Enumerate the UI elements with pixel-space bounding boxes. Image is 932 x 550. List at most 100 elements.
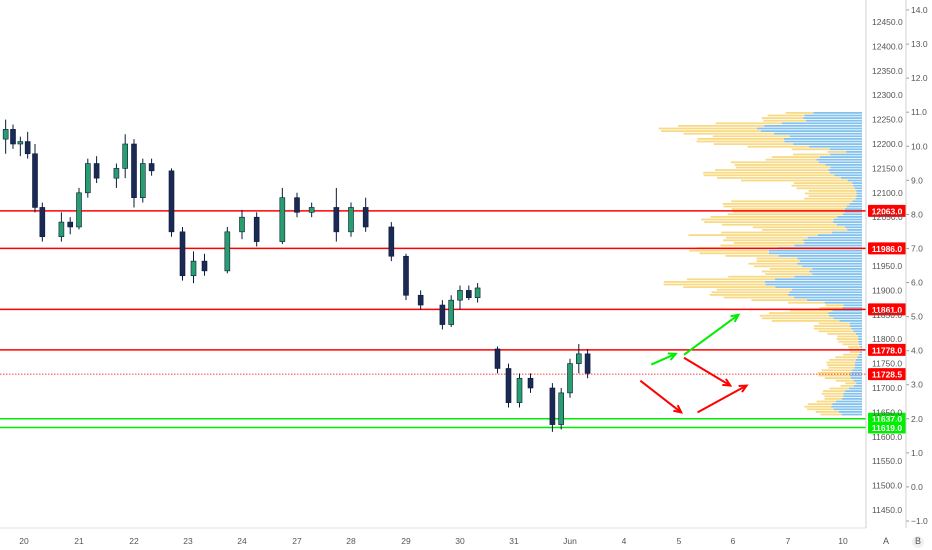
candle-body (575, 353, 582, 364)
projection-arrow-head (673, 404, 684, 414)
volume-bar-sell (663, 283, 766, 286)
volume-bar-buy (856, 195, 862, 197)
volume-bar-sell (807, 403, 833, 405)
projection-arrows (639, 313, 749, 414)
volume-bar-sell (761, 270, 810, 273)
candle-body (148, 163, 155, 172)
volume-bar-buy (858, 340, 862, 343)
projection-arrow-head (730, 313, 741, 323)
candle-body (76, 192, 82, 228)
candle-body (190, 260, 197, 277)
volume-bar-sell (716, 177, 841, 179)
candle-body (403, 255, 409, 296)
volume-bar-buy (781, 122, 862, 125)
volume-bar-buy (834, 174, 862, 177)
projection-arrow (650, 352, 677, 366)
price-tick-label: 11800.0 (872, 334, 902, 344)
volume-bar-sell (821, 392, 844, 395)
volume-bar-sell (823, 390, 846, 392)
price-tick-label: 12150.0 (872, 163, 903, 173)
volume-bar-sell (791, 184, 854, 187)
volume-bar-buy (838, 411, 862, 413)
volume-bar-buy (845, 390, 862, 392)
volume-bar-sell (835, 356, 858, 359)
x-tick-label: 10 (838, 536, 848, 546)
current-price-label: 11728.5 (872, 370, 903, 380)
volume-bar-sell (751, 299, 808, 301)
volume-bar-sell (716, 288, 792, 291)
scale-tick-label: 4.0 (911, 346, 923, 356)
volume-bar-buy (774, 278, 862, 281)
volume-bar-buy (791, 288, 862, 291)
volume-bar-buy (836, 223, 862, 226)
scale-tick-label: −1.0 (911, 516, 928, 526)
volume-bar-buy (841, 413, 862, 416)
volume-bar-buy (829, 171, 862, 174)
candle-body (2, 129, 9, 140)
volume-bar-buy (816, 158, 862, 161)
volume-bar-sell (688, 234, 818, 236)
volume-bar-buy (854, 364, 862, 366)
volume-bar-buy (856, 359, 862, 361)
candle-body (348, 207, 354, 233)
scale-tick-label: 5.0 (911, 312, 923, 322)
volume-bar-sell (697, 138, 784, 140)
volume-bar-buy (843, 304, 862, 307)
volume-bar-sell (769, 268, 813, 270)
volume-bar-buy (849, 203, 862, 205)
volume-bar-sell (723, 239, 804, 242)
volume-bar-sell (824, 398, 842, 400)
volume-bar-buy (841, 398, 862, 400)
volume-bar-buy (812, 273, 862, 275)
x-tick-label: 21 (74, 536, 84, 546)
volume-bar-sell (813, 325, 850, 327)
horizontal-levels: 12063.0 11986.0 11861.0 11778.0 11637.011619… (0, 204, 906, 434)
volume-bar-sell (848, 346, 861, 348)
volume-bar-sell (701, 218, 834, 221)
volume-bar-buy (832, 403, 862, 405)
volume-bar-buy (842, 307, 862, 309)
volume-bar-buy (844, 210, 862, 213)
level-price-label: 11637.0 (872, 414, 903, 424)
volume-bar-buy (825, 164, 862, 166)
volume-bar-buy (812, 268, 862, 270)
level-price-tag (868, 303, 906, 316)
candle-body (505, 368, 512, 403)
volume-bar-buy (828, 312, 862, 314)
volume-bar-sell (664, 281, 765, 283)
volume-bar-buy (858, 338, 862, 340)
volume-bar-buy (797, 262, 862, 265)
projection-arrow-head (667, 352, 678, 361)
candle-body (32, 153, 38, 208)
volume-bar-sell (789, 309, 833, 312)
volume-bar-sell (722, 203, 850, 205)
scale-tick-label: 8.0 (911, 209, 923, 219)
volume-bar-buy (853, 330, 862, 333)
volume-bar-buy (850, 377, 862, 379)
volume-bar-sell (843, 353, 859, 356)
auto-scale-button[interactable]: A (882, 536, 889, 546)
volume-bar-sell (824, 395, 844, 398)
volume-bar-sell (788, 301, 825, 304)
volume-bar-sell (752, 226, 846, 229)
log-scale-button[interactable]: B (912, 536, 924, 548)
price-tick-label: 12200.0 (872, 139, 903, 149)
volume-bar-buy (824, 301, 862, 304)
volume-bar-sell (756, 257, 798, 260)
volume-bar-buy (768, 249, 862, 252)
x-tick-label: 5 (677, 536, 682, 546)
volume-bar-sell (728, 275, 795, 278)
volume-bar-buy (853, 184, 862, 187)
volume-bar-sell (813, 327, 852, 330)
volume-bar-buy (858, 353, 862, 356)
price-tick-label: 12300.0 (872, 90, 903, 100)
volume-bar-buy (831, 405, 862, 408)
x-tick-label: 30 (455, 536, 465, 546)
volume-bar-buy (829, 314, 862, 317)
candles (2, 119, 591, 432)
volume-bar-buy (849, 374, 862, 377)
price-tick-label: 12100.0 (872, 188, 903, 198)
volume-bar-buy (802, 265, 862, 268)
level-price-tag (868, 204, 906, 217)
